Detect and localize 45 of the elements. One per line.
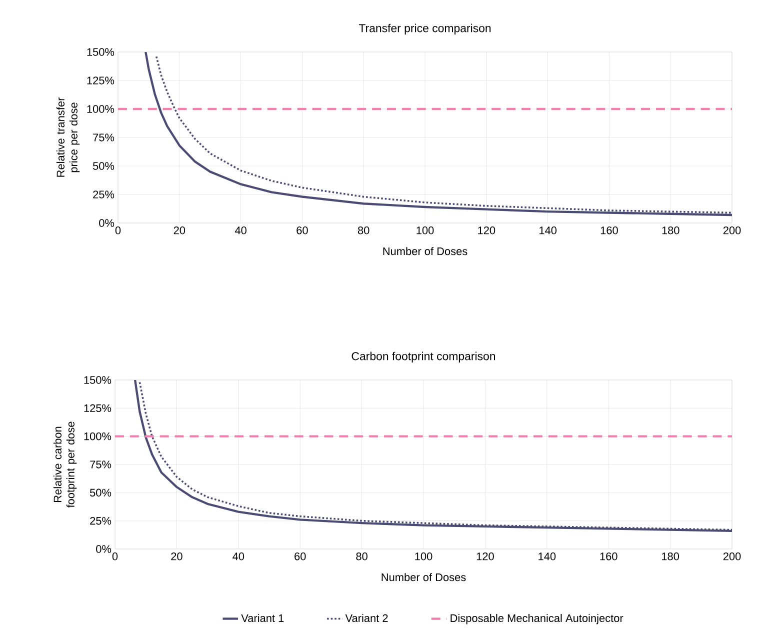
x-tick-label: 20 (174, 226, 186, 234)
x-axis-title: Number of Doses (383, 247, 468, 256)
y-tick-label: 50% (90, 488, 112, 497)
x-tick-label: 80 (358, 226, 370, 234)
chart-title: Carbon footprint comparison (352, 352, 496, 362)
x-tick-label: 0 (112, 552, 118, 560)
x-tick-label: 180 (662, 226, 680, 234)
x-tick-label: 100 (415, 552, 432, 560)
x-tick-label: 120 (478, 226, 496, 234)
y-axis-title: Relative transfer price per dose (56, 97, 80, 177)
y-tick-label: 125% (87, 76, 114, 84)
legend-label: Variant 2 (345, 614, 388, 622)
y-tick-label: 75% (90, 460, 112, 468)
y-tick-label: 100% (84, 432, 112, 440)
y-tick-label: 0% (96, 545, 112, 553)
y-tick-label: 50% (92, 162, 114, 170)
y-tick-label: 0% (99, 219, 114, 227)
x-tick-label: 100 (416, 226, 434, 234)
x-tick-label: 140 (539, 226, 557, 234)
x-tick-label: 200 (723, 226, 741, 234)
x-tick-label: 180 (662, 552, 680, 560)
x-tick-label: 40 (234, 226, 246, 234)
x-tick-label: 60 (296, 226, 308, 234)
y-tick-label: 150% (87, 48, 114, 56)
x-tick-label: 200 (723, 552, 741, 560)
y-tick-label: 75% (93, 134, 114, 142)
y-tick-label: 25% (90, 516, 112, 525)
x-tick-label: 120 (476, 552, 494, 560)
y-tick-label: 25% (93, 190, 114, 198)
legend-label: Disposable Mechanical Autoinjector (450, 614, 624, 624)
x-tick-label: 40 (232, 552, 244, 560)
y-tick-label: 100% (87, 105, 114, 113)
y-tick-label: 125% (84, 404, 112, 412)
x-tick-label: 0 (115, 226, 121, 234)
x-axis-title: Number of Doses (382, 573, 466, 582)
legend-label: Variant 1 (241, 614, 284, 622)
x-tick-label: 160 (600, 226, 618, 234)
x-tick-label: 80 (356, 552, 368, 560)
y-axis-title: Relative carbon footprint per dose (53, 422, 77, 508)
y-tick-label: 150% (84, 376, 112, 384)
x-tick-label: 160 (600, 552, 618, 560)
x-tick-label: 140 (538, 552, 556, 560)
chart-title: Transfer price comparison (358, 24, 491, 34)
x-tick-label: 20 (171, 552, 182, 560)
x-tick-label: 60 (294, 552, 306, 560)
